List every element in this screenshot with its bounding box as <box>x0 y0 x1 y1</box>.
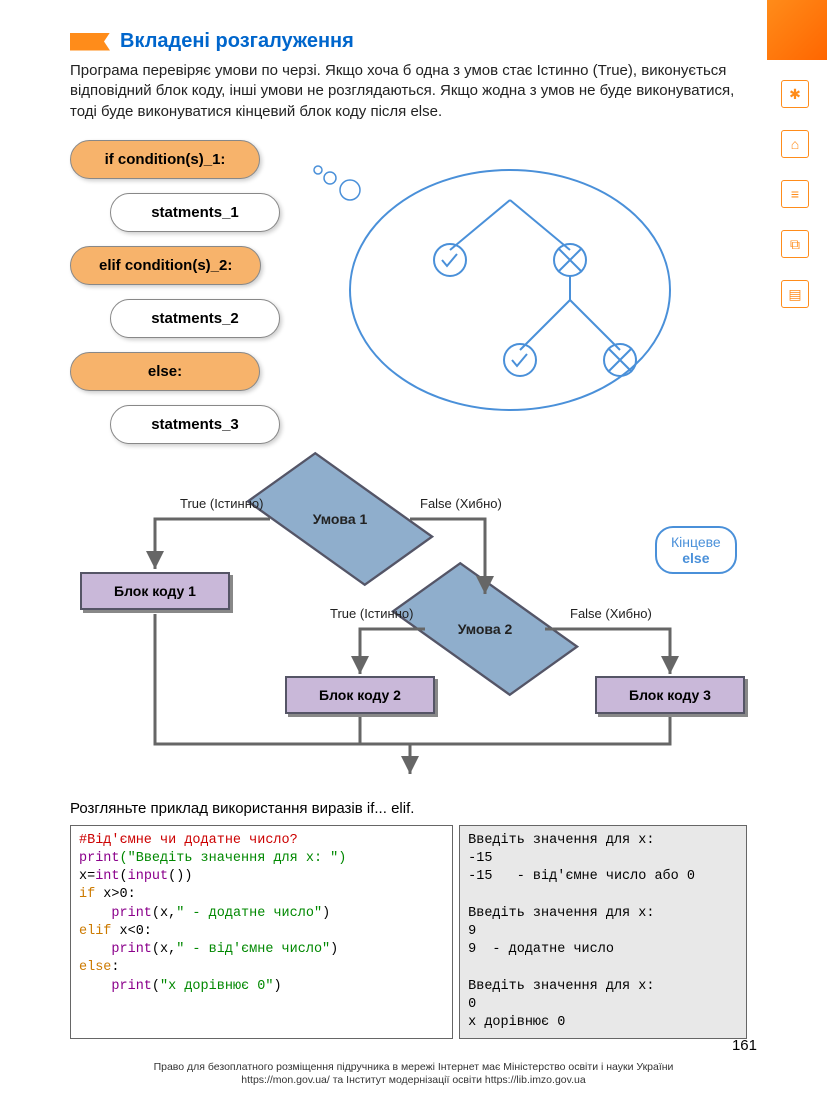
code-icon: ⧉ <box>781 230 809 258</box>
page-number: 161 <box>732 1037 757 1054</box>
flag-icon <box>70 33 110 51</box>
pill-stmt3: statments_3 <box>110 405 280 444</box>
side-icon-bar: ✱ ⌂ ≡ ⧉ ▤ <box>781 80 809 308</box>
syntax-pills: if condition(s)_1: statments_1 elif cond… <box>70 140 280 458</box>
code-source: #Від'ємне чи додатне число? print("Введі… <box>70 825 453 1039</box>
footer: Право для безоплатного розміщення підруч… <box>0 1061 827 1088</box>
footer-line2: https://mon.gov.ua/ та Інститут модерніз… <box>0 1074 827 1088</box>
block-code3: Блок коду 3 <box>595 676 745 714</box>
example-prompt: Розгляньте приклад використання виразів … <box>70 800 747 817</box>
diamond-cond2: Умова 2 <box>425 594 545 664</box>
section-title: Вкладені розгалуження <box>120 30 354 53</box>
code-panels: #Від'ємне чи додатне число? print("Введі… <box>70 825 747 1039</box>
pill-else: else: <box>70 352 260 391</box>
flowchart: Умова 1 Умова 2 Блок коду 1 Блок коду 2 … <box>70 464 747 784</box>
flowchart-lines <box>70 464 750 784</box>
block-code1: Блок коду 1 <box>80 572 230 610</box>
label-false1: False (Хибно) <box>420 496 502 511</box>
film-icon: ▤ <box>781 280 809 308</box>
footer-line1: Право для безоплатного розміщення підруч… <box>0 1061 827 1075</box>
callout-text1: Кінцеве <box>671 534 721 550</box>
doc-icon: ≡ <box>781 180 809 208</box>
intro-paragraph: Програма перевіряє умови по черзі. Якщо … <box>70 61 747 122</box>
thought-bubble-diagram <box>300 140 680 420</box>
network-icon: ✱ <box>781 80 809 108</box>
block-code2: Блок коду 2 <box>285 676 435 714</box>
pill-stmt1: statments_1 <box>110 193 280 232</box>
label-true2: True (Істинно) <box>330 606 413 621</box>
code-output: Введіть значення для x: -15 -15 - від'єм… <box>459 825 747 1039</box>
pill-if: if condition(s)_1: <box>70 140 260 179</box>
callout-text2: else <box>682 550 709 566</box>
label-false2: False (Хибно) <box>570 606 652 621</box>
diamond-cond1: Умова 1 <box>280 484 400 554</box>
page-corner-accent <box>767 0 827 60</box>
section-header: Вкладені розгалуження <box>70 30 747 53</box>
label-true1: True (Істинно) <box>180 496 263 511</box>
callout-else: Кінцеве else <box>655 526 737 574</box>
pill-stmt2: statments_2 <box>110 299 280 338</box>
device-icon: ⌂ <box>781 130 809 158</box>
pill-elif: elif condition(s)_2: <box>70 246 261 285</box>
